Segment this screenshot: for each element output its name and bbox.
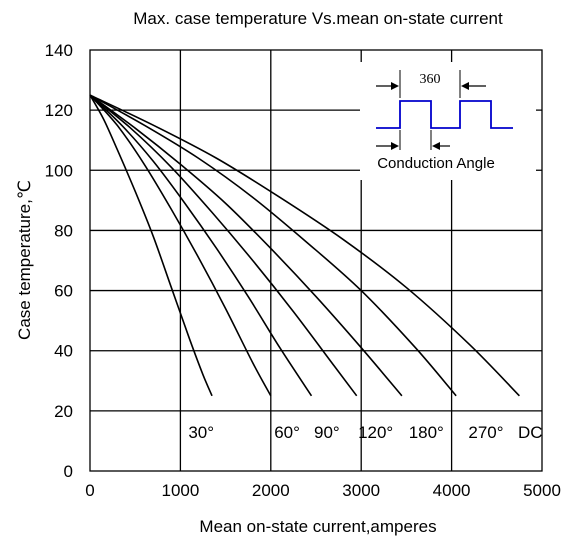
grid-layer <box>90 50 542 471</box>
angle-arrowhead-right <box>432 142 440 150</box>
angle-label: Conduction Angle <box>377 155 495 172</box>
x-tick-label: 4000 <box>433 481 471 500</box>
waveform-inset: 360 Conduction Angle <box>360 62 536 180</box>
angle-arrowhead-left <box>391 142 399 150</box>
series-label: 270° <box>468 423 503 442</box>
inset-background <box>360 62 536 180</box>
x-tick-label: 2000 <box>252 481 290 500</box>
y-tick-label: 120 <box>45 101 73 120</box>
series-line <box>89 94 272 397</box>
series-line <box>89 94 213 397</box>
y-tick-label: 20 <box>54 402 73 421</box>
series-line <box>89 94 520 397</box>
series-label: 60° <box>274 423 300 442</box>
series-line <box>89 94 358 397</box>
x-tick-label: 5000 <box>523 481 561 500</box>
waveform-line <box>376 100 513 129</box>
chart-title: Max. case temperature Vs.mean on-state c… <box>133 9 503 28</box>
y-tick-label: 40 <box>54 342 73 361</box>
series-label: 180° <box>409 423 444 442</box>
series-label: 30° <box>188 423 214 442</box>
curve-label-layer: 30° 60° 90° 120° 180° 270° DC <box>188 423 542 442</box>
series-label: 120° <box>358 423 393 442</box>
series-label: 90° <box>314 423 340 442</box>
x-tick-label: 3000 <box>342 481 380 500</box>
y-axis-label: Case temperature,℃ <box>15 180 34 340</box>
period-label: 360 <box>420 72 441 87</box>
series-line <box>89 94 313 397</box>
y-tick-label: 60 <box>54 282 73 301</box>
curve-layer <box>89 94 520 397</box>
period-arrowhead-left <box>391 82 399 90</box>
y-tick-label: 140 <box>45 41 73 60</box>
series-line <box>89 94 403 397</box>
plot-frame <box>89 49 543 472</box>
y-tick-label: 100 <box>45 161 73 180</box>
period-arrowhead-right <box>461 82 469 90</box>
series-label: DC <box>518 423 543 442</box>
y-tick-label: 80 <box>54 221 73 240</box>
series-line <box>89 94 457 397</box>
x-tick-label: 1000 <box>161 481 199 500</box>
tick-layer: 0 1000 2000 3000 4000 5000 0 20 40 60 80 100 120 140 <box>45 41 561 500</box>
x-axis-label: Mean on-state current,amperes <box>199 517 436 536</box>
y-tick-label: 0 <box>64 462 73 481</box>
x-tick-label: 0 <box>85 481 94 500</box>
